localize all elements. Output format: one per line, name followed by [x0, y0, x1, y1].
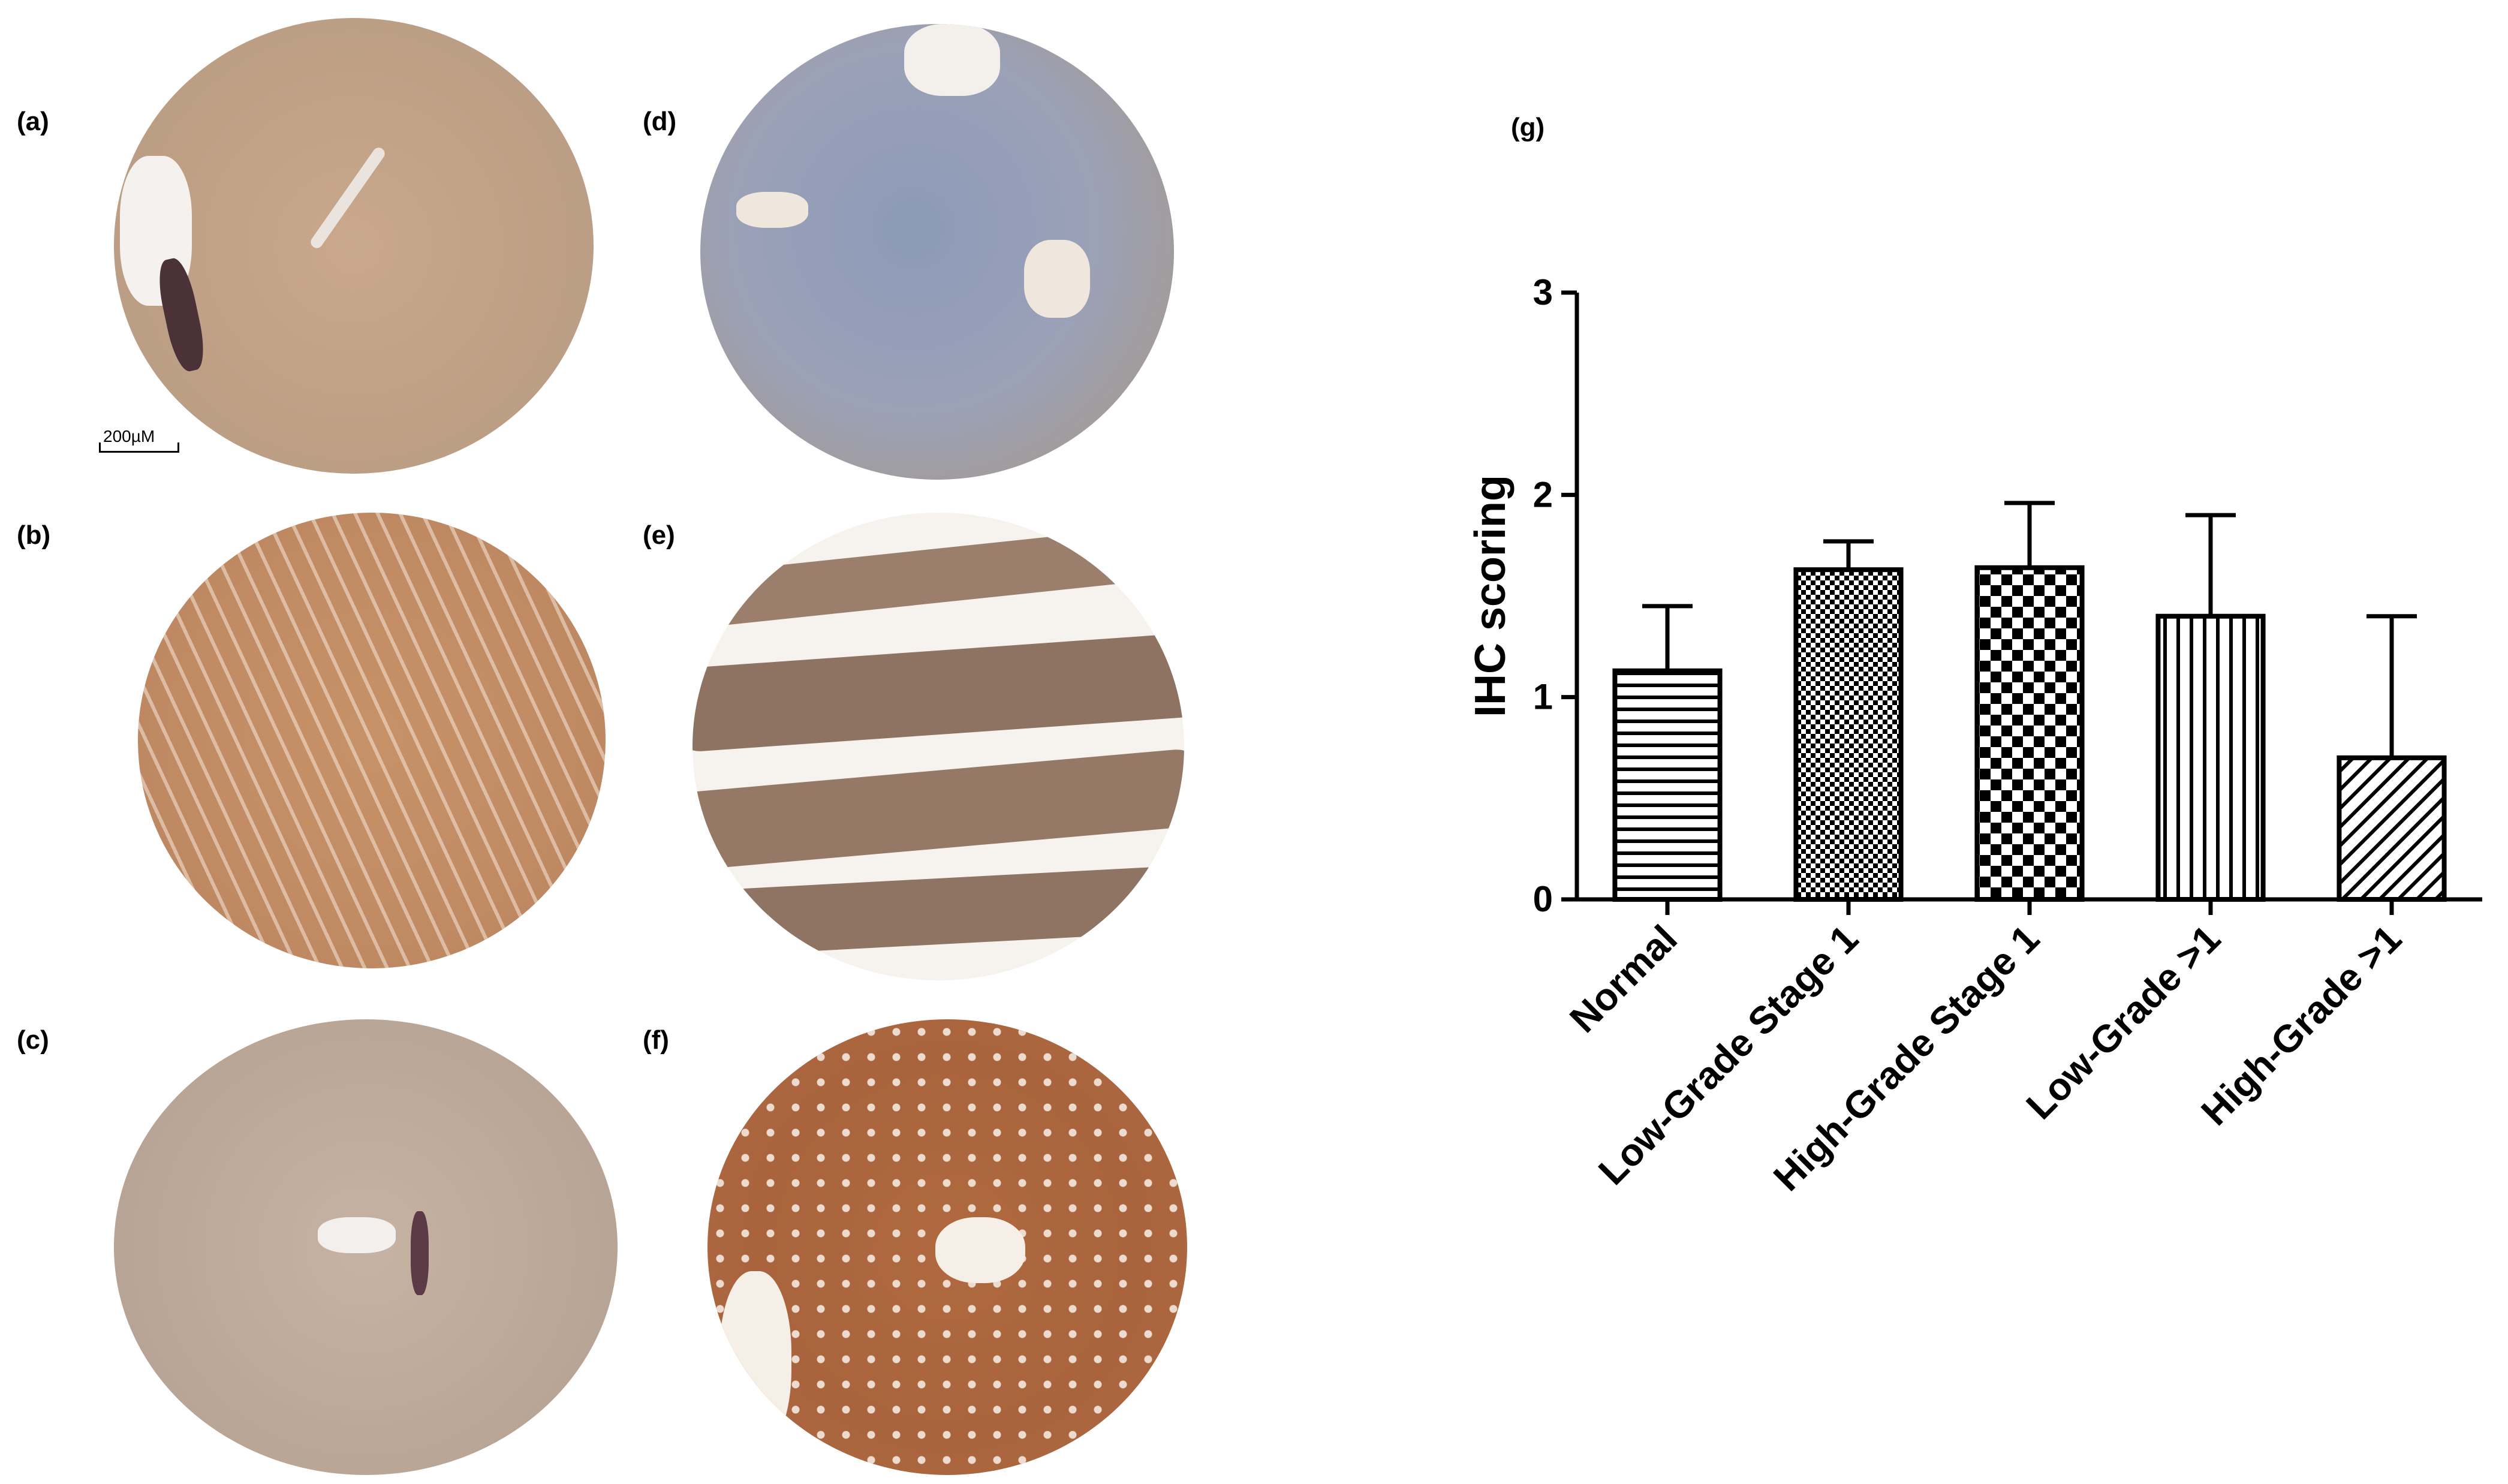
- scale-bar: [99, 443, 179, 453]
- tissue-core-b-texture: [138, 513, 606, 968]
- tissue-core-e-band-1: [693, 520, 1184, 631]
- bar: [2337, 755, 2447, 902]
- tissue-core-c-dark-fold: [411, 1211, 429, 1295]
- tissue-core-b: [138, 513, 606, 968]
- tissue-core-f: [707, 1019, 1187, 1475]
- panel-label-b: (b): [17, 520, 51, 550]
- tissue-core-a: [114, 18, 594, 474]
- tissue-core-c: [114, 1019, 618, 1475]
- tissue-core-d: [700, 24, 1174, 480]
- panel-label-a: (a): [17, 107, 49, 136]
- tissue-core-e: [693, 513, 1184, 980]
- y-tick-label: 1: [1533, 677, 1553, 717]
- tissue-core-e-band-2: [693, 631, 1184, 754]
- bar: [1793, 567, 1904, 902]
- tissue-core-a-streak: [308, 145, 387, 251]
- y-tick-label: 2: [1533, 474, 1553, 514]
- tissue-core-d-lumen-3: [736, 192, 808, 228]
- y-axis-label: IHC scoring: [1467, 475, 1515, 717]
- tissue-core-f-void-2: [719, 1271, 791, 1451]
- panel-label-c: (c): [17, 1025, 49, 1055]
- bar: [2155, 613, 2266, 902]
- tissue-core-e-band-3: [693, 747, 1184, 872]
- tissue-core-a-dark-fold: [153, 255, 210, 374]
- tissue-core-d-lumen-1: [904, 24, 1000, 96]
- panel-label-d: (d): [643, 107, 677, 136]
- tissue-core-f-void-1: [935, 1217, 1025, 1283]
- bar: [1974, 565, 2085, 902]
- y-tick-label: 3: [1533, 272, 1553, 312]
- panel-label-g: (g): [1511, 113, 1545, 142]
- bar: [1612, 668, 1723, 902]
- tissue-core-e-band-4: [693, 864, 1184, 959]
- y-tick-label: 0: [1533, 879, 1553, 919]
- tissue-core-d-lumen-2: [1024, 240, 1090, 318]
- x-tick-label: Low-Grade >1: [2018, 917, 2228, 1127]
- scale-bar-label: 200µM: [103, 427, 155, 445]
- x-tick-label: Normal: [1561, 917, 1685, 1041]
- tissue-core-c-void: [318, 1217, 396, 1253]
- panel-label-f: (f): [643, 1025, 669, 1055]
- panel-label-e: (e): [643, 520, 675, 550]
